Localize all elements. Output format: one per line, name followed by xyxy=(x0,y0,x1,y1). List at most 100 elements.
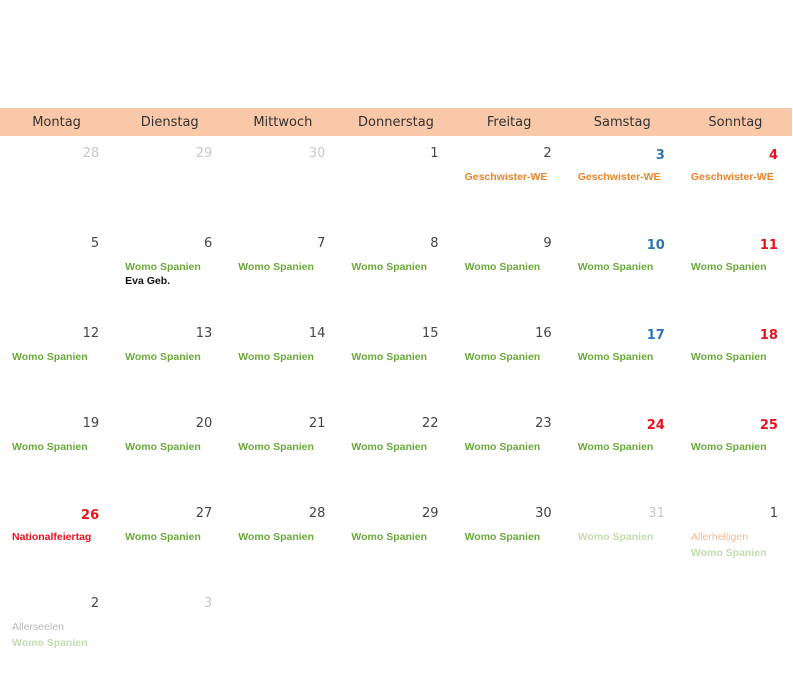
calendar-event[interactable]: Womo Spanien xyxy=(577,531,654,543)
day-cell[interactable]: 26 Nationalfeiertag xyxy=(0,496,113,586)
calendar-event[interactable]: Womo Spanien xyxy=(464,441,541,453)
calendar-event[interactable]: Womo Spanien xyxy=(577,441,654,453)
calendar-event[interactable]: Geschwister-WE xyxy=(464,171,548,183)
calendar-event[interactable]: Geschwister-WE xyxy=(690,171,774,183)
empty-cell xyxy=(339,586,452,676)
day-cell[interactable]: 9 Womo Spanien xyxy=(453,226,566,316)
calendar-event[interactable]: Womo Spanien xyxy=(351,441,428,453)
calendar-week-row: 5 6 Womo Spanien Eva Geb. 7 Womo Spanien 8 Womo… xyxy=(0,226,792,316)
day-number: 1 xyxy=(430,146,439,161)
calendar-week-row: 26 Nationalfeiertag 27 Womo Spanien 28 Womo S… xyxy=(0,496,792,586)
day-number: 18 xyxy=(759,328,778,343)
day-cell[interactable]: 29 xyxy=(113,136,226,226)
day-cell[interactable]: 23 Womo Spanien xyxy=(453,406,566,496)
day-number: 13 xyxy=(195,326,213,341)
day-cell[interactable]: 30 xyxy=(226,136,339,226)
calendar-event[interactable]: Nationalfeiertag xyxy=(12,531,92,543)
calendar-event[interactable]: Womo Spanien xyxy=(690,261,767,273)
calendar-week-row: 28 29 30 1 2 Geschwister-WE 3 Geschwister-WE 4 Ge… xyxy=(0,136,792,226)
calendar-event[interactable]: Womo Spanien xyxy=(464,351,541,363)
day-cell[interactable]: 7 Womo Spanien xyxy=(226,226,339,316)
day-cell[interactable]: 10 Womo Spanien xyxy=(566,226,679,316)
day-cell[interactable]: 20 Womo Spanien xyxy=(113,406,226,496)
day-cell[interactable]: 3 xyxy=(113,586,226,676)
day-cell[interactable]: 19 Womo Spanien xyxy=(0,406,113,496)
day-cell[interactable]: 12 Womo Spanien xyxy=(0,316,113,406)
month-calendar: Montag Dienstag Mittwoch Donnerstag Frei… xyxy=(0,108,792,676)
calendar-event[interactable]: Womo Spanien xyxy=(690,441,767,453)
day-cell[interactable]: 6 Womo Spanien Eva Geb. xyxy=(113,226,226,316)
empty-cell xyxy=(679,586,792,676)
calendar-event[interactable]: Womo Spanien xyxy=(125,441,201,453)
day-cell[interactable]: 21 Womo Spanien xyxy=(226,406,339,496)
day-cell[interactable]: 30 Womo Spanien xyxy=(453,496,566,586)
day-cell[interactable]: 18 Womo Spanien xyxy=(679,316,792,406)
day-number: 12 xyxy=(82,326,100,341)
calendar-event[interactable]: Womo Spanien xyxy=(125,531,201,543)
calendar-event[interactable]: Eva Geb. xyxy=(125,275,171,287)
calendar-event[interactable]: Womo Spanien xyxy=(351,261,428,273)
calendar-event[interactable]: Womo Spanien xyxy=(577,351,654,363)
day-cell[interactable]: 28 Womo Spanien xyxy=(226,496,339,586)
calendar-event[interactable]: Womo Spanien xyxy=(690,351,767,363)
day-number: 17 xyxy=(646,328,665,343)
day-number: 7 xyxy=(317,236,326,251)
calendar-event[interactable]: Womo Spanien xyxy=(464,531,541,543)
day-cell[interactable]: 31 Womo Spanien xyxy=(566,496,679,586)
day-number: 25 xyxy=(759,418,778,433)
day-number: 2 xyxy=(543,146,552,161)
day-cell[interactable]: 11 Womo Spanien xyxy=(679,226,792,316)
calendar-event[interactable]: Womo Spanien xyxy=(238,261,314,273)
day-number: 8 xyxy=(430,236,439,251)
calendar-event[interactable]: Allerheiligen xyxy=(690,531,749,543)
calendar-event[interactable]: Allerseelen xyxy=(12,621,64,633)
day-number: 31 xyxy=(648,506,665,521)
day-cell[interactable]: 14 Womo Spanien xyxy=(226,316,339,406)
day-number: 6 xyxy=(204,236,213,251)
calendar-event[interactable]: Womo Spanien xyxy=(125,261,201,273)
calendar-event[interactable]: Womo Spanien xyxy=(238,441,314,453)
calendar-week-row: 12 Womo Spanien 13 Womo Spanien 14 Womo Spani… xyxy=(0,316,792,406)
weekday-friday: Freitag xyxy=(486,114,532,130)
calendar-event[interactable]: Geschwister-WE xyxy=(577,171,661,183)
calendar-event[interactable]: Womo Spanien xyxy=(351,531,428,543)
calendar-event[interactable]: Womo Spanien xyxy=(12,351,88,363)
day-cell[interactable]: 27 Womo Spanien xyxy=(113,496,226,586)
day-cell[interactable]: 8 Womo Spanien xyxy=(339,226,452,316)
calendar-event[interactable]: Womo Spanien xyxy=(238,351,314,363)
day-cell[interactable]: 3 Geschwister-WE xyxy=(566,136,679,226)
day-cell[interactable]: 17 Womo Spanien xyxy=(566,316,679,406)
day-cell[interactable]: 2 Allerseelen Womo Spanien xyxy=(0,586,113,676)
calendar-event[interactable]: Womo Spanien xyxy=(12,637,88,649)
day-cell[interactable]: 4 Geschwister-WE xyxy=(679,136,792,226)
calendar-event[interactable]: Womo Spanien xyxy=(690,547,767,559)
day-cell[interactable]: 13 Womo Spanien xyxy=(113,316,226,406)
day-cell[interactable]: 29 Womo Spanien xyxy=(339,496,452,586)
day-number: 24 xyxy=(646,418,665,433)
day-cell[interactable]: 1 Allerheiligen Womo Spanien xyxy=(679,496,792,586)
calendar-event[interactable]: Womo Spanien xyxy=(12,441,88,453)
day-number: 23 xyxy=(535,416,552,431)
weekday-sunday: Sonntag xyxy=(708,114,763,130)
calendar-event[interactable]: Womo Spanien xyxy=(464,261,541,273)
calendar-grid: 28 29 30 1 2 Geschwister-WE 3 Geschwister-WE 4 Ge… xyxy=(0,136,792,676)
day-cell[interactable]: 16 Womo Spanien xyxy=(453,316,566,406)
day-cell[interactable]: 5 xyxy=(0,226,113,316)
calendar-week-row: 2 Allerseelen Womo Spanien 3 xyxy=(0,586,792,676)
day-number: 28 xyxy=(82,146,100,161)
day-cell[interactable]: 28 xyxy=(0,136,113,226)
day-cell[interactable]: 15 Womo Spanien xyxy=(339,316,452,406)
calendar-event[interactable]: Womo Spanien xyxy=(238,531,314,543)
day-cell[interactable]: 24 Womo Spanien xyxy=(566,406,679,496)
weekday-wednesday: Mittwoch xyxy=(253,114,313,130)
day-number: 29 xyxy=(422,506,439,521)
day-cell[interactable]: 22 Womo Spanien xyxy=(339,406,452,496)
day-cell[interactable]: 1 xyxy=(339,136,452,226)
weekday-monday: Montag xyxy=(32,114,81,130)
day-number: 26 xyxy=(81,508,100,523)
calendar-event[interactable]: Womo Spanien xyxy=(577,261,654,273)
day-cell[interactable]: 25 Womo Spanien xyxy=(679,406,792,496)
calendar-event[interactable]: Womo Spanien xyxy=(351,351,428,363)
calendar-event[interactable]: Womo Spanien xyxy=(125,351,201,363)
day-cell[interactable]: 2 Geschwister-WE xyxy=(453,136,566,226)
